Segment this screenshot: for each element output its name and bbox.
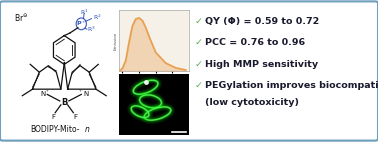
Text: ✓: ✓ — [194, 60, 202, 69]
Y-axis label: Emission: Emission — [114, 31, 118, 50]
Text: (low cytotoxicity): (low cytotoxicity) — [206, 98, 299, 107]
Text: N: N — [40, 91, 45, 97]
Text: ✓: ✓ — [194, 17, 202, 26]
Text: ✓: ✓ — [194, 38, 202, 47]
Text: $^+$: $^+$ — [45, 89, 50, 94]
Text: F: F — [51, 114, 55, 120]
Text: PCC = 0.76 to 0.96: PCC = 0.76 to 0.96 — [206, 38, 305, 47]
Text: R$^2$: R$^2$ — [93, 13, 102, 22]
Text: ✓: ✓ — [194, 81, 202, 90]
Text: R$^3$: R$^3$ — [87, 24, 96, 34]
Text: PEGylation improves biocompatibility: PEGylation improves biocompatibility — [206, 81, 378, 90]
Text: QY (Φ) = 0.59 to 0.72: QY (Φ) = 0.59 to 0.72 — [206, 17, 320, 26]
Text: N: N — [83, 91, 88, 97]
Text: High MMP sensitivity: High MMP sensitivity — [206, 60, 319, 69]
Text: BODIPY-Mito-: BODIPY-Mito- — [31, 125, 80, 134]
Text: $^+$: $^+$ — [78, 89, 83, 94]
Text: R$^1$: R$^1$ — [80, 7, 89, 17]
Text: P$^+$: P$^+$ — [76, 19, 87, 28]
Text: Br$^{\ominus}$: Br$^{\ominus}$ — [14, 13, 28, 24]
X-axis label: Wavelength (nm): Wavelength (nm) — [136, 79, 172, 83]
Text: n: n — [85, 125, 90, 134]
Text: F: F — [74, 114, 77, 120]
Text: B: B — [61, 98, 67, 107]
